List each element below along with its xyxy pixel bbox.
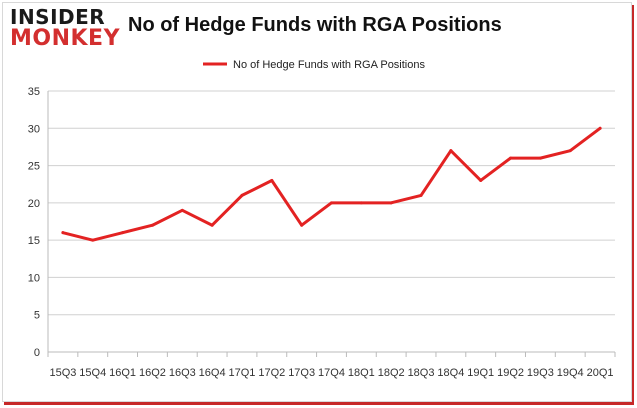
data-point-18Q2 — [389, 201, 393, 205]
data-point-15Q4 — [91, 238, 95, 242]
data-point-17Q3 — [300, 223, 304, 227]
x-tick-17Q2: 17Q2 — [258, 367, 285, 379]
y-tick-10: 10 — [28, 272, 40, 284]
data-point-16Q3 — [180, 208, 184, 212]
x-tick-17Q4: 17Q4 — [318, 367, 345, 379]
x-tick-16Q4: 16Q4 — [199, 367, 226, 379]
data-point-18Q1 — [359, 201, 363, 205]
x-tick-17Q3: 17Q3 — [288, 367, 315, 379]
data-point-16Q2 — [150, 223, 154, 227]
x-tick-19Q4: 19Q4 — [557, 367, 584, 379]
x-tick-17Q1: 17Q1 — [229, 367, 256, 379]
x-tick-18Q2: 18Q2 — [378, 367, 405, 379]
x-tick-16Q1: 16Q1 — [109, 367, 136, 379]
x-tick-15Q4: 15Q4 — [79, 367, 106, 379]
x-tick-19Q2: 19Q2 — [497, 367, 524, 379]
data-point-19Q4 — [568, 149, 572, 153]
y-tick-0: 0 — [34, 347, 40, 359]
data-point-19Q2 — [509, 156, 513, 160]
data-point-18Q4 — [449, 149, 453, 153]
y-tick-35: 35 — [28, 86, 40, 98]
x-tick-labels: 15Q3 15Q4 16Q1 16Q2 16Q3 16Q4 17Q1 17Q2 17Q3 17Q4… — [49, 367, 613, 379]
chart-title: No of Hedge Funds with RGA Positions — [128, 14, 502, 36]
x-tick-18Q1: 18Q1 — [348, 367, 375, 379]
data-point-19Q1 — [479, 178, 483, 182]
data-point-17Q1 — [240, 193, 244, 197]
series-lines — [61, 126, 602, 242]
data-point-17Q4 — [330, 201, 333, 205]
data-point-16Q1 — [121, 231, 125, 235]
data-point-20Q1 — [598, 126, 602, 130]
y-tick-labels: 0 5 10 15 20 25 30 35 — [28, 86, 40, 359]
legend: No of Hedge Funds with RGA Positions — [203, 59, 425, 71]
x-tick-20Q1: 20Q1 — [587, 367, 614, 379]
y-tick-5: 5 — [34, 310, 40, 322]
axes — [47, 91, 616, 357]
data-point-17Q2 — [270, 178, 274, 182]
grid-lines — [48, 90, 615, 353]
logo-bottom-text: MONKEY — [10, 26, 121, 51]
y-tick-25: 25 — [28, 161, 40, 173]
x-tick-19Q1: 19Q1 — [467, 367, 494, 379]
y-tick-20: 20 — [28, 198, 40, 210]
data-point-15Q3 — [61, 231, 65, 235]
x-tick-18Q3: 18Q3 — [408, 367, 435, 379]
y-tick-15: 15 — [28, 235, 40, 247]
insider-monkey-logo: INSIDER MONKEY — [10, 5, 121, 52]
chart-frame — [2, 2, 632, 402]
legend-label: No of Hedge Funds with RGA Positions — [233, 59, 425, 71]
x-tick-16Q3: 16Q3 — [169, 367, 196, 379]
series-line-0 — [61, 126, 602, 242]
x-tick-19Q3: 19Q3 — [527, 367, 554, 379]
data-point-16Q4 — [210, 223, 214, 227]
data-point-18Q3 — [419, 193, 423, 197]
data-point-19Q3 — [538, 156, 542, 160]
logo-top-text: INSIDER — [10, 5, 106, 29]
x-tick-16Q2: 16Q2 — [139, 367, 166, 379]
x-tick-15Q3: 15Q3 — [49, 367, 76, 379]
y-tick-30: 30 — [28, 123, 40, 135]
x-tick-18Q4: 18Q4 — [437, 367, 464, 379]
